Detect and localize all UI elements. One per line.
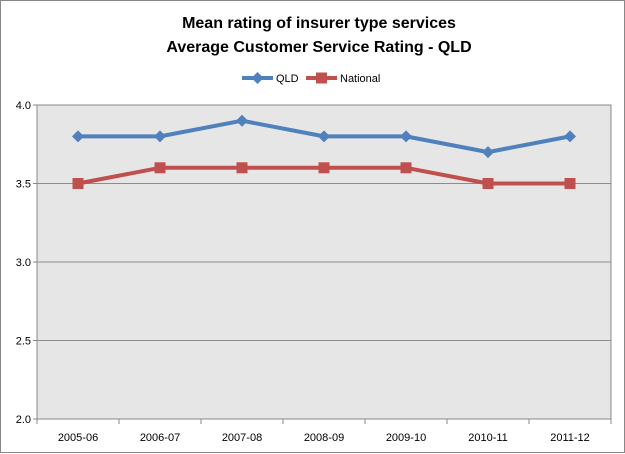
data-point-qld <box>236 114 248 127</box>
x-tick-label: 2010-11 <box>468 432 508 444</box>
legend-marker-national <box>316 72 327 84</box>
data-point-national <box>564 178 576 189</box>
data-point-qld <box>564 130 576 143</box>
x-tick-label: 2008-09 <box>304 432 344 444</box>
y-tick-label: 4.0 <box>16 100 31 112</box>
x-axis: 2005-06 2006-07 2007-08 2008-09 2009-10 2010-… <box>36 419 612 444</box>
x-tick-label: 2006-07 <box>140 432 180 444</box>
data-point-qld <box>318 130 330 143</box>
x-tick-label: 2005-06 <box>58 432 98 444</box>
series <box>72 114 576 189</box>
y-tick-label: 3.0 <box>16 257 31 269</box>
data-point-national <box>72 178 84 189</box>
legend-label-qld: QLD <box>276 73 299 85</box>
data-point-national <box>236 162 248 174</box>
y-axis: 2.0 2.5 3.0 3.5 4.0 <box>16 100 37 426</box>
chart-title: Mean rating of insurer type services <box>182 15 456 32</box>
data-point-qld <box>72 130 84 143</box>
legend: QLD National <box>242 72 380 85</box>
y-tick-label: 2.5 <box>16 336 31 348</box>
x-tick-label: 2007-08 <box>222 432 262 444</box>
legend-label-national: National <box>340 73 380 85</box>
data-point-national <box>400 162 412 174</box>
data-point-national <box>482 178 494 189</box>
data-point-qld <box>482 146 494 159</box>
data-point-national <box>154 162 166 174</box>
x-tick-label: 2009-10 <box>386 432 426 444</box>
legend-marker-qld <box>251 72 264 84</box>
data-point-qld <box>154 130 166 143</box>
data-point-qld <box>400 130 412 143</box>
legend-item-national: National <box>306 72 380 85</box>
data-point-national <box>318 162 330 174</box>
x-tick-label: 2011-12 <box>550 432 590 444</box>
legend-item-qld: QLD <box>242 72 299 85</box>
y-tick-label: 3.5 <box>16 179 31 191</box>
y-tick-label: 2.0 <box>16 414 31 426</box>
chart-subtitle: Average Customer Service Rating - QLD <box>166 39 471 56</box>
